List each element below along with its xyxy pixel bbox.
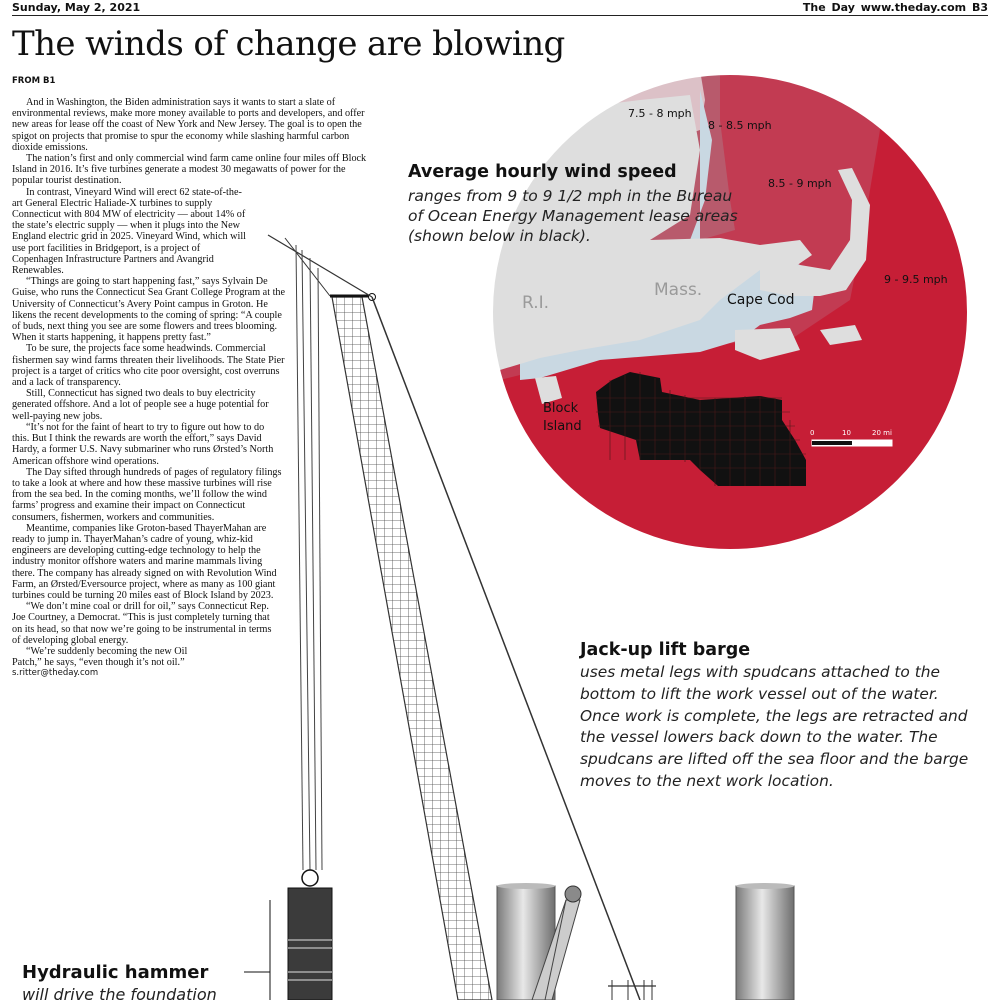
- hammer-description: will drive the foundation: [22, 985, 217, 1000]
- header-rule: [12, 15, 988, 16]
- block-island-land: [535, 376, 562, 404]
- paper-name: The Day: [802, 1, 855, 14]
- dateline: FROM B1: [12, 76, 56, 86]
- wind-map: [492, 74, 968, 550]
- nantucket: [820, 325, 862, 345]
- bay-water: [520, 90, 815, 380]
- author-email[interactable]: s.ritter@theday.com: [12, 668, 99, 679]
- story-paragraph: In contrast, Vineyard Wind will erect 62…: [12, 186, 246, 277]
- story-paragraph: Still, Connecticut has signed two deals …: [12, 388, 269, 422]
- jackup-description: uses metal legs with spudcans attached t…: [580, 663, 969, 790]
- page-info: The Day www.theday.com B3: [803, 1, 988, 14]
- mainland: [492, 95, 812, 372]
- scale-tick-10: 10: [842, 429, 851, 437]
- story-paragraph: To be sure, the projects face some headw…: [12, 343, 285, 389]
- story-paragraph: “We don’t mine coal or drill for oil,” s…: [12, 601, 272, 646]
- zone-label-7.5-8: 7.5 - 8 mph: [628, 107, 692, 120]
- story-paragraph: The Day sifted through hundreds of pages…: [12, 466, 282, 523]
- story-paragraph: “Things are going to start happening fas…: [12, 276, 286, 344]
- label-cape-cod: Cape Cod: [727, 292, 795, 308]
- jackup-title: Jack-up lift barge: [580, 640, 751, 660]
- page-number: B3: [971, 1, 988, 14]
- crane-illustration: [244, 234, 795, 1000]
- map-description: ranges from 9 to 9 1/2 mph in the Bureau…: [408, 187, 738, 245]
- cape-cod: [760, 168, 870, 296]
- headline: The winds of change are blowing: [12, 24, 565, 64]
- label-ri: R.I.: [522, 293, 549, 313]
- story-paragraph: “We’re suddenly becoming the new Oil Pat…: [12, 645, 188, 669]
- story-paragraph: And in Washington, the Biden administrat…: [12, 97, 365, 153]
- story-body: And in Washington, the Biden administrat…: [12, 97, 368, 680]
- issue-date: Sunday, May 2, 2021: [12, 1, 141, 14]
- marthas-vineyard: [735, 328, 800, 360]
- story-paragraph: The nation’s first and only commercial w…: [12, 153, 367, 187]
- scale-tick-20: 20 mi: [872, 429, 892, 437]
- label-block: Block: [543, 401, 579, 416]
- zone-label-8-8.5: 8 - 8.5 mph: [708, 119, 772, 132]
- scale-tick-0: 0: [810, 429, 814, 437]
- map-title: Average hourly wind speed: [408, 162, 677, 182]
- story-paragraph: “It’s not for the faint of heart to try …: [12, 421, 274, 467]
- lease-area: [596, 372, 806, 486]
- zone-label-8.5-9: 8.5 - 9 mph: [768, 177, 832, 190]
- hammer-title: Hydraulic hammer: [22, 962, 209, 983]
- label-mass: Mass.: [654, 280, 702, 300]
- scale-bar: 0 10 20 mi: [810, 429, 893, 447]
- zone-label-9-9.5: 9 - 9.5 mph: [884, 273, 948, 286]
- site-url[interactable]: www.theday.com: [860, 1, 967, 14]
- label-island: Island: [543, 419, 582, 434]
- page-header: Sunday, May 2, 2021 The Day www.theday.c…: [12, 0, 988, 18]
- story-paragraph: Meantime, companies like Groton-based Th…: [12, 522, 277, 601]
